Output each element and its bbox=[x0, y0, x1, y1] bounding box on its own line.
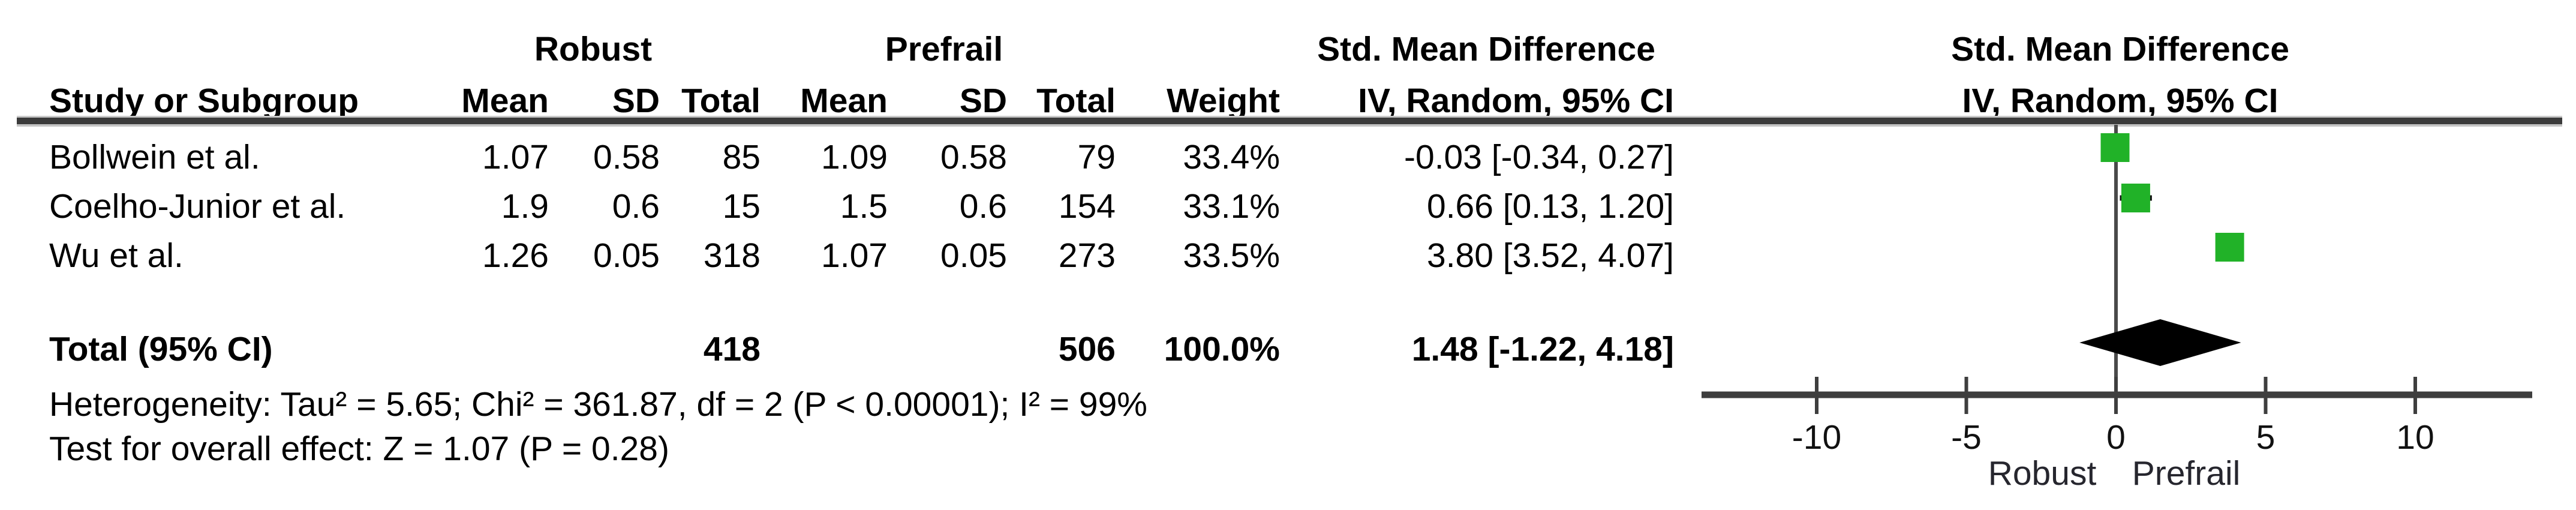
axis-tick-label: 5 bbox=[2256, 418, 2276, 457]
robust-total: 85 bbox=[722, 138, 761, 176]
overall-effect-note: Test for overall effect: Z = 1.07 (P = 0… bbox=[49, 430, 669, 468]
col-header-robust-total: Total bbox=[681, 82, 761, 120]
col-header-weight: Weight bbox=[1167, 82, 1280, 120]
smd-ci-value: 3.80 [3.52, 4.07] bbox=[1427, 236, 1674, 275]
col-header-robust-sd: SD bbox=[612, 82, 660, 120]
study-name: Wu et al. bbox=[49, 236, 184, 275]
study-name: Coelho-Junior et al. bbox=[49, 187, 346, 226]
robust-mean: 1.07 bbox=[482, 138, 549, 176]
total-smd-ci: 1.48 [-1.22, 4.18] bbox=[1411, 330, 1674, 368]
col-header-study: Study or Subgroup bbox=[49, 82, 359, 120]
group-header-prefrail: Prefrail bbox=[885, 30, 1003, 68]
col-header-iv-ci: IV, Random, 95% CI bbox=[1358, 82, 1674, 120]
robust-sd: 0.6 bbox=[612, 187, 660, 226]
axis-tick-label: 10 bbox=[2396, 418, 2434, 457]
col-header-robust-mean: Mean bbox=[461, 82, 549, 120]
total-prefrail-n: 506 bbox=[1058, 330, 1116, 368]
weight-value: 33.1% bbox=[1183, 187, 1280, 226]
weight-value: 33.5% bbox=[1183, 236, 1280, 275]
prefrail-sd: 0.6 bbox=[959, 187, 1007, 226]
prefrail-mean: 1.09 bbox=[821, 138, 888, 176]
study-marker bbox=[2121, 184, 2150, 212]
prefrail-sd: 0.58 bbox=[940, 138, 1007, 176]
prefrail-sd: 0.05 bbox=[940, 236, 1007, 275]
plot-header-smd: Std. Mean Difference bbox=[1951, 30, 2289, 68]
prefrail-mean: 1.07 bbox=[821, 236, 888, 275]
header-rule bbox=[17, 116, 2562, 127]
axis-tick-label: -10 bbox=[1792, 418, 1841, 457]
robust-sd: 0.05 bbox=[593, 236, 660, 275]
study-marker bbox=[2100, 133, 2130, 162]
col-header-prefrail-total: Total bbox=[1036, 82, 1116, 120]
prefrail-mean: 1.5 bbox=[840, 187, 888, 226]
axis-tick-label: 0 bbox=[2106, 418, 2126, 457]
study-marker bbox=[2215, 233, 2244, 262]
robust-total: 15 bbox=[722, 187, 761, 226]
robust-total: 318 bbox=[703, 236, 761, 275]
prefrail-total: 79 bbox=[1077, 138, 1116, 176]
axis-label-robust: Robust bbox=[1988, 454, 2097, 493]
axis-label-prefrail: Prefrail bbox=[2132, 454, 2241, 493]
smd-ci-value: -0.03 [-0.34, 0.27] bbox=[1404, 138, 1674, 176]
col-header-prefrail-sd: SD bbox=[959, 82, 1007, 120]
summary-diamond bbox=[2079, 319, 2241, 366]
robust-mean: 1.26 bbox=[482, 236, 549, 275]
weight-value: 33.4% bbox=[1183, 138, 1280, 176]
robust-mean: 1.9 bbox=[501, 187, 549, 226]
total-weight: 100.0% bbox=[1164, 330, 1280, 368]
plot-header-iv-ci: IV, Random, 95% CI bbox=[1962, 82, 2279, 120]
prefrail-total: 154 bbox=[1058, 187, 1116, 226]
col-header-prefrail-mean: Mean bbox=[800, 82, 888, 120]
group-header-robust: Robust bbox=[534, 30, 653, 68]
heterogeneity-note: Heterogeneity: Tau² = 5.65; Chi² = 361.8… bbox=[49, 385, 1147, 424]
total-label: Total (95% CI) bbox=[49, 330, 273, 368]
group-header-smd: Std. Mean Difference bbox=[1317, 30, 1655, 68]
study-name: Bollwein et al. bbox=[49, 138, 260, 176]
robust-sd: 0.58 bbox=[593, 138, 660, 176]
axis-tick-label: -5 bbox=[1951, 418, 1982, 457]
smd-ci-value: 0.66 [0.13, 1.20] bbox=[1427, 187, 1674, 226]
prefrail-total: 273 bbox=[1058, 236, 1116, 275]
total-robust-n: 418 bbox=[703, 330, 761, 368]
